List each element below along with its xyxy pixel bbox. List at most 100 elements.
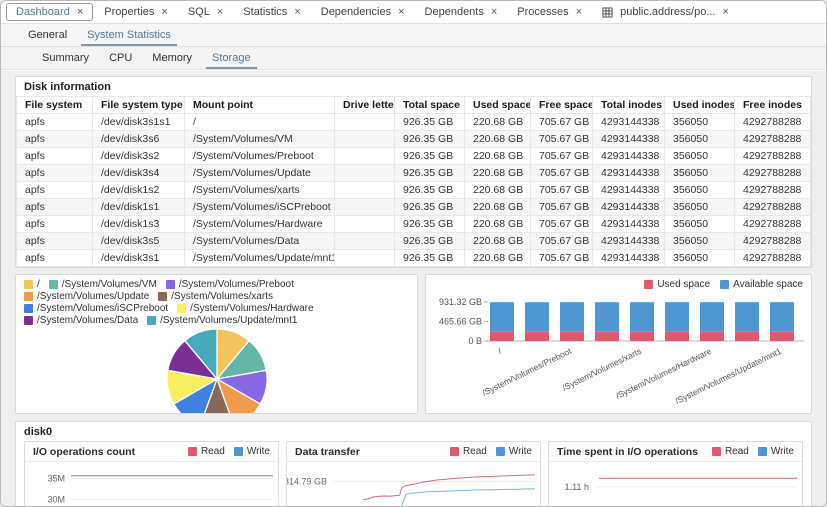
table-cell: 220.68 GB — [465, 250, 531, 267]
line-ytick: 30M — [47, 494, 65, 504]
window-tab-statistics[interactable]: Statistics× — [234, 4, 309, 20]
bar-xtick: / — [496, 346, 503, 356]
table-cell: 356050 — [665, 148, 735, 165]
tab-cpu[interactable]: CPU — [99, 49, 142, 69]
column-header-file-system-type: File system type — [93, 97, 185, 114]
legend-swatch — [712, 447, 721, 456]
window-tab-dependencies[interactable]: Dependencies× — [312, 4, 414, 20]
table-cell: 4293144338 — [593, 165, 665, 182]
column-header-drive-letter: Drive letter — [335, 97, 395, 114]
table-cell: 4292788288 — [735, 233, 811, 250]
table-cell: 705.67 GB — [531, 131, 593, 148]
table-cell: 4292788288 — [735, 114, 811, 131]
legend-item-system-volumes-update: /System/Volumes/Update — [24, 291, 149, 302]
table-cell: apfs — [17, 216, 93, 233]
chart-title: Data transfer — [295, 446, 360, 458]
chart-header: Time spent in I/O operationsReadWrite — [549, 442, 802, 462]
table-cell: /System/Volumes/Hardware — [185, 216, 335, 233]
table-cell: 220.68 GB — [465, 165, 531, 182]
bar-legend: Used spaceAvailable space — [644, 279, 803, 290]
legend-item-: / — [24, 279, 40, 290]
window-tab-dashboard[interactable]: Dashboard× — [6, 3, 93, 21]
table-cell: 4292788288 — [735, 199, 811, 216]
disk0-charts-row: I/O operations countReadWrite35M30MData … — [16, 441, 811, 506]
table-cell: /System/Volumes/Update — [185, 165, 335, 182]
close-icon[interactable]: × — [576, 7, 582, 18]
table-cell: 4293144338 — [593, 148, 665, 165]
table-cell: apfs — [17, 114, 93, 131]
tab-general[interactable]: General — [18, 26, 77, 46]
close-icon[interactable]: × — [77, 7, 83, 18]
storage-charts-row: //System/Volumes/VM/System/Volumes/Prebo… — [15, 274, 812, 414]
table-cell: 926.35 GB — [395, 233, 465, 250]
table-cell: apfs — [17, 250, 93, 267]
table-icon — [602, 7, 613, 18]
window-tab-dependents[interactable]: Dependents × — [416, 4, 507, 20]
space-bar-chart: 931.32 GB465.66 GB0 B//System/Volumes/Pr… — [426, 275, 808, 407]
table-cell: 4292788288 — [735, 182, 811, 199]
table-cell — [335, 182, 395, 199]
table-cell: /dev/disk3s1s1 — [93, 114, 185, 131]
close-icon[interactable]: × — [398, 7, 404, 18]
tab-system-statistics[interactable]: System Statistics — [77, 26, 181, 46]
table-row: apfs/dev/disk3s1/System/Volumes/Update/m… — [17, 250, 811, 267]
table-cell: 356050 — [665, 131, 735, 148]
close-icon[interactable]: × — [161, 7, 167, 18]
window-tab-properties[interactable]: Properties × — [95, 4, 177, 20]
window-tab-label: public.address/po... — [620, 6, 715, 18]
legend-swatch — [24, 316, 33, 325]
bar-ytick: 465.66 GB — [439, 317, 482, 327]
column-header-total-space: Total space — [395, 97, 465, 114]
table-cell: 220.68 GB — [465, 131, 531, 148]
window-tab-label: Dependents — [425, 6, 484, 18]
legend-item-system-volumes-update-mnt1: /System/Volumes/Update/mnt1 — [147, 315, 297, 326]
window-tab-sql[interactable]: SQL× — [179, 4, 232, 20]
bar-available-system-volumes-preboot — [560, 302, 584, 332]
table-cell: apfs — [17, 131, 93, 148]
tab-memory[interactable]: Memory — [142, 49, 202, 69]
table-cell: / — [185, 114, 335, 131]
table-cell: 356050 — [665, 233, 735, 250]
legend-label: Used space — [657, 279, 710, 290]
chart-header: I/O operations countReadWrite — [25, 442, 278, 462]
window-tab-bar: Dashboard×Properties×SQL×Statistics×Depe… — [1, 1, 826, 24]
table-cell: 926.35 GB — [395, 165, 465, 182]
table-cell: apfs — [17, 165, 93, 182]
close-icon[interactable]: × — [722, 7, 728, 18]
window-tab-public-address-po[interactable]: public.address/po... × — [593, 4, 738, 20]
tab-storage[interactable]: Storage — [202, 49, 261, 69]
bar-available-system-volumes-update-mnt1 — [770, 302, 794, 332]
column-header-total-inodes: Total inodes — [593, 97, 665, 114]
legend-swatch — [644, 280, 653, 289]
table-cell: 705.67 GB — [531, 165, 593, 182]
table-cell: 356050 — [665, 114, 735, 131]
legend-label: /System/Volumes/iSCPreboot — [37, 303, 168, 314]
column-header-file-system: File system — [17, 97, 93, 114]
close-icon[interactable]: × — [217, 7, 223, 18]
close-icon[interactable]: × — [294, 7, 300, 18]
table-cell: 705.67 GB — [531, 250, 593, 267]
disk0-title: disk0 — [16, 422, 811, 441]
bar-used- — [490, 332, 514, 341]
table-cell: /System/Volumes/VM — [185, 131, 335, 148]
bar-used-system-volumes-update-mnt1 — [770, 332, 794, 341]
tab-summary[interactable]: Summary — [32, 49, 99, 69]
table-cell: 356050 — [665, 250, 735, 267]
column-header-used-space: Used space — [465, 97, 531, 114]
column-header-mount-point: Mount point — [185, 97, 335, 114]
bar-ytick: 0 B — [468, 336, 482, 346]
window-tab-label: Properties — [104, 6, 154, 18]
legend-item-system-volumes-hardware: /System/Volumes/Hardware — [177, 303, 313, 314]
bar-available-system-volumes-update — [595, 302, 619, 332]
close-icon[interactable]: × — [491, 7, 497, 18]
table-cell: /System/Volumes/Preboot — [185, 148, 335, 165]
legend-item-system-volumes-data: /System/Volumes/Data — [24, 315, 138, 326]
window-tab-processes[interactable]: Processes× — [508, 4, 591, 20]
table-cell: 356050 — [665, 182, 735, 199]
table-cell: 4293144338 — [593, 216, 665, 233]
table-row: apfs/dev/disk3s5/System/Volumes/Data926.… — [17, 233, 811, 250]
space-bar-panel: Used spaceAvailable space 931.32 GB465.6… — [425, 274, 812, 414]
pie-legend: //System/Volumes/VM/System/Volumes/Prebo… — [16, 275, 417, 326]
legend-label: / — [37, 279, 40, 290]
column-header-used-inodes: Used inodes — [665, 97, 735, 114]
